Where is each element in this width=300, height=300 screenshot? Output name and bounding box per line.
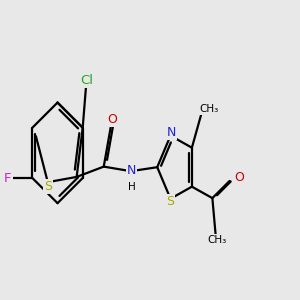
Text: S: S — [166, 194, 174, 208]
Text: CH₃: CH₃ — [208, 235, 227, 245]
Text: O: O — [108, 113, 118, 126]
Text: O: O — [234, 171, 244, 184]
Text: F: F — [4, 172, 12, 184]
Text: N: N — [127, 164, 136, 176]
Text: S: S — [44, 180, 52, 193]
Text: Cl: Cl — [80, 74, 93, 87]
Text: CH₃: CH₃ — [200, 104, 219, 114]
Text: N: N — [167, 126, 176, 139]
Text: H: H — [128, 182, 135, 192]
